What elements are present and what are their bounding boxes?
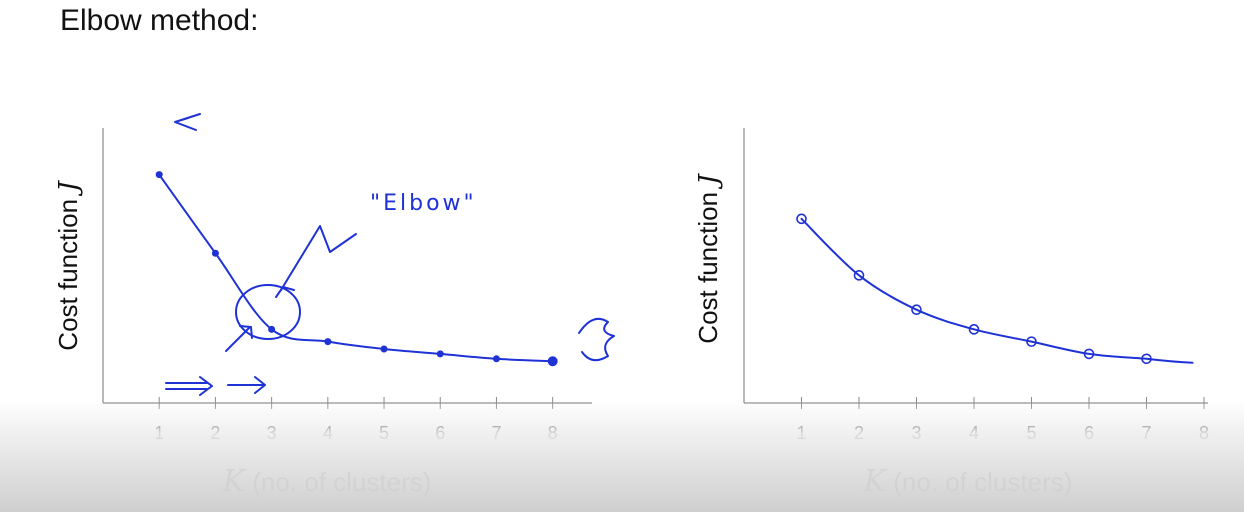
right-x-axis-label-text: (no. of clusters) — [886, 467, 1072, 497]
left-x-tick-labels: 1 2 3 4 5 6 7 8 — [154, 423, 557, 443]
right-series-line — [800, 217, 1194, 364]
right-data-point — [1083, 348, 1095, 360]
left-data-point — [547, 356, 558, 367]
ink-squiggle — [280, 225, 357, 291]
right-x-tick-labels: 1 2 3 4 5 6 7 8 — [796, 423, 1209, 443]
chart-left: 1 2 3 4 5 6 7 8 Cost function J K (no. of clust… — [53, 113, 615, 499]
ink-arrow-lower-left — [225, 325, 253, 352]
chart-right: 1 2 3 4 5 6 7 8 Cost function J K (no. of clust… — [693, 128, 1209, 499]
right-x-tick-label: 3 — [911, 423, 921, 443]
left-x-tick-label: 1 — [154, 423, 164, 443]
ink-arrow-first-point — [174, 113, 201, 131]
right-data-point — [853, 270, 865, 281]
elbow-annotation: "Elbow" — [370, 191, 477, 216]
left-x-tick-label: 3 — [267, 423, 277, 443]
left-data-point — [380, 345, 388, 353]
left-x-axis-label-var: K — [222, 464, 247, 499]
left-series-points — [155, 171, 558, 367]
right-x-tick-label: 4 — [969, 423, 979, 443]
right-series-points — [796, 213, 1152, 365]
left-data-point — [324, 338, 332, 346]
left-x-axis-label: K (no. of clusters) — [222, 464, 432, 499]
left-x-tick-label: 8 — [548, 423, 558, 443]
ink-right-arrow-1 — [165, 376, 213, 396]
left-x-tick-label: 6 — [435, 423, 445, 443]
right-x-tick-label: 7 — [1141, 423, 1151, 443]
right-data-point — [796, 213, 807, 225]
left-data-point — [268, 325, 276, 333]
elbow-circle — [235, 284, 301, 340]
left-data-point — [211, 249, 219, 257]
right-y-axis-label-text: Cost function — [693, 185, 723, 344]
left-data-point — [492, 355, 500, 363]
right-x-tick-label: 8 — [1199, 423, 1209, 443]
right-y-axis-label: Cost function J — [693, 173, 724, 344]
left-x-tick-label: 7 — [491, 423, 501, 443]
right-data-point — [1141, 353, 1152, 365]
left-x-tick-label: 4 — [323, 423, 333, 443]
right-data-point — [968, 324, 980, 335]
right-data-point — [1026, 336, 1037, 347]
left-y-axis-label: Cost function J — [53, 180, 84, 351]
left-x-tick-label: 2 — [210, 423, 220, 443]
ink-scribble-end — [578, 317, 615, 362]
ink-right-arrow-2 — [227, 376, 266, 394]
right-x-tick-label: 5 — [1026, 423, 1036, 443]
left-y-axis-label-text: Cost function — [53, 192, 83, 351]
right-x-tick-label: 1 — [796, 423, 806, 443]
ink-arrow-pointer — [275, 286, 295, 298]
left-x-axis-label-text: (no. of clusters) — [245, 467, 431, 497]
left-data-point — [436, 350, 444, 358]
left-ink-annotations: "Elbow" — [165, 113, 615, 396]
left-series-line — [158, 173, 554, 363]
right-x-axis-label-var: K — [863, 464, 888, 499]
left-data-point — [155, 171, 163, 179]
right-x-tick-label: 6 — [1084, 423, 1094, 443]
left-y-axis-label-var: J — [54, 180, 84, 197]
left-x-tick-label: 5 — [379, 423, 389, 443]
right-data-point — [911, 304, 922, 315]
slide-title: Elbow method: — [60, 4, 259, 37]
right-y-axis-label-var: J — [694, 173, 724, 190]
right-x-axis-label: K (no. of clusters) — [863, 464, 1073, 499]
right-x-tick-label: 2 — [854, 423, 864, 443]
